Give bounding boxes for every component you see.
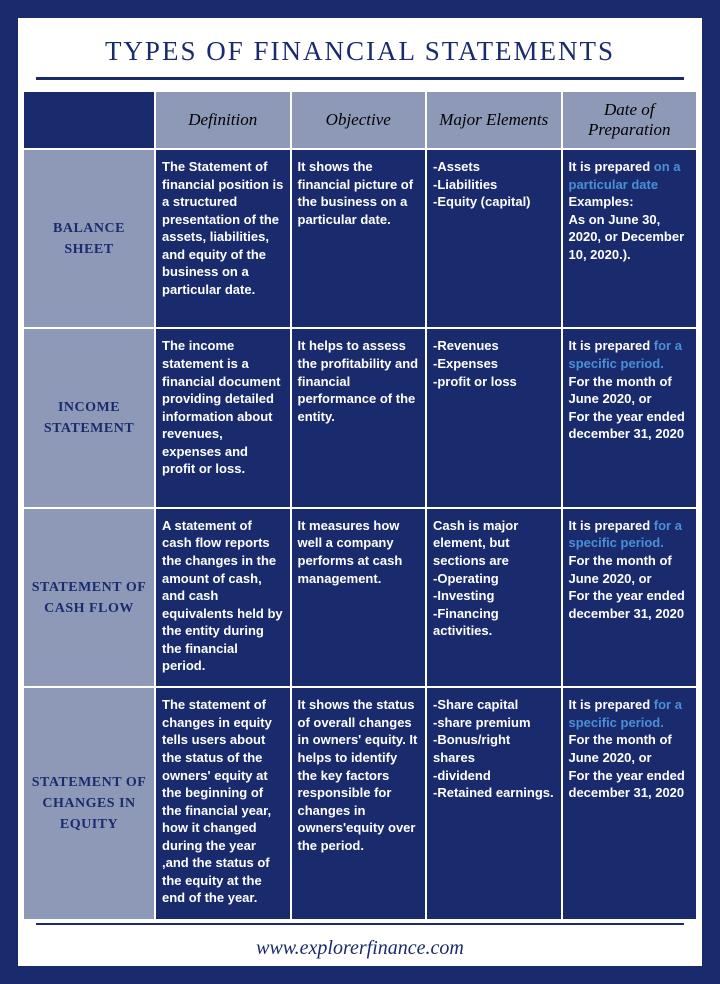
col-definition: Definition [156,92,290,148]
cell-cf-elements: Cash is major element, but sections are-… [427,509,561,686]
cell-ce-definition: The statement of changes in equity tells… [156,688,290,919]
cell-ce-date: It is prepared for a specific period.For… [563,688,697,919]
footer-url: www.explorerfinance.com [36,923,684,966]
col-objective: Objective [292,92,426,148]
date-suffix: For the month of June 2020, orFor the ye… [569,732,685,800]
date-suffix: For the month of June 2020, orFor the ye… [569,374,685,442]
cell-is-date: It is prepared for a specific period.For… [563,329,697,506]
row-balance-sheet: BALANCE SHEET [24,150,154,327]
cell-bs-date: It is prepared on a particular dateExamp… [563,150,697,327]
page-title: TYPES OF FINANCIAL STATEMENTS [18,18,702,77]
cell-bs-elements: -Assets-Liabilities-Equity (capital) [427,150,561,327]
date-suffix: For the month of June 2020, orFor the ye… [569,553,685,621]
col-elements: Major Elements [427,92,561,148]
cell-is-objective: It helps to assess the profitability and… [292,329,426,506]
cell-bs-objective: It shows the financial picture of the bu… [292,150,426,327]
table-corner [24,92,154,148]
cell-is-definition: The income statement is a financial docu… [156,329,290,506]
cell-cf-date: It is prepared for a specific period.For… [563,509,697,686]
date-prefix: It is prepared [569,338,654,353]
cell-bs-definition: The Statement of financial position is a… [156,150,290,327]
date-suffix: Examples:As on June 30, 2020, or Decembe… [569,194,685,262]
date-prefix: It is prepared [569,159,654,174]
cell-is-elements: -Revenues-Expenses-profit or loss [427,329,561,506]
title-divider [36,77,684,80]
row-income-statement: INCOME STATEMENT [24,329,154,506]
statements-table: Definition Objective Major Elements Date… [18,92,702,919]
col-date: Date of Preparation [563,92,697,148]
row-changes-equity: STATEMENT OF CHANGES IN EQUITY [24,688,154,919]
cell-ce-elements: -Share capital-share premium-Bonus/right… [427,688,561,919]
date-prefix: It is prepared [569,697,654,712]
row-cash-flow: STATEMENT OF CASH FLOW [24,509,154,686]
cell-cf-definition: A statement of cash flow reports the cha… [156,509,290,686]
page: TYPES OF FINANCIAL STATEMENTS Definition… [18,18,702,966]
cell-ce-objective: It shows the status of overall changes i… [292,688,426,919]
cell-cf-objective: It measures how well a company performs … [292,509,426,686]
date-prefix: It is prepared [569,518,654,533]
